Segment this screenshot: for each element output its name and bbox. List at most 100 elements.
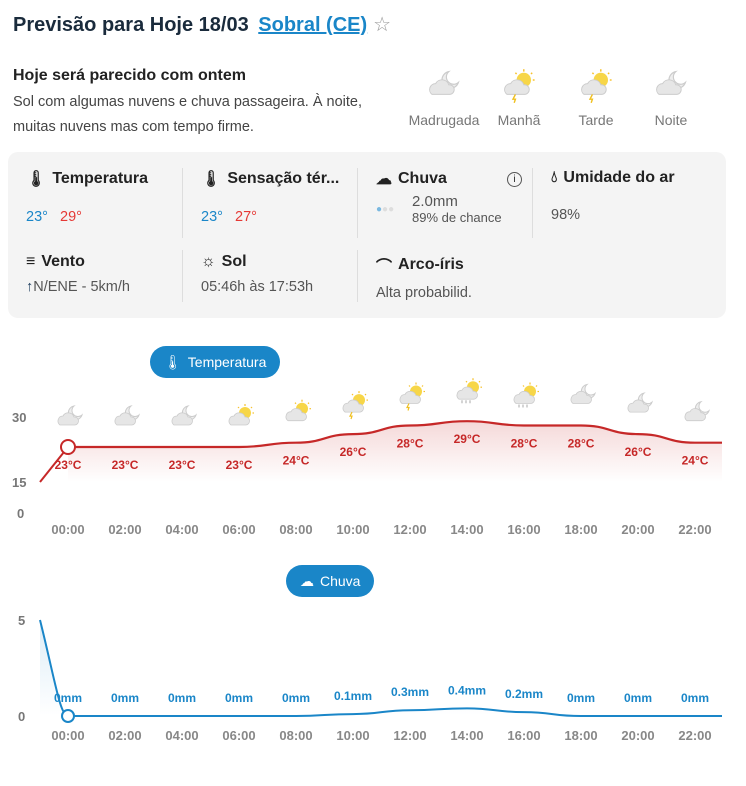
- moon-cloud-icon: [627, 392, 654, 413]
- rain-chance: 89% de chance: [412, 210, 502, 225]
- rain-label: 0.1mm: [334, 689, 372, 703]
- rain-label: 0mm: [54, 691, 82, 705]
- moon-cloud-icon: [57, 405, 84, 426]
- temperature-cell: 🌡︎ Temperatura 23° 29°: [26, 169, 148, 225]
- temperature-label: 29°C: [454, 432, 481, 446]
- moon-cloud-icon: [570, 383, 597, 404]
- x-tick: 22:00: [678, 728, 711, 743]
- sun-cloud-icon: [285, 399, 311, 422]
- x-tick: 10:00: [336, 522, 369, 537]
- rain-area: [40, 620, 722, 716]
- thermometer-feels-icon: 🌡︎: [201, 171, 222, 188]
- temperature-label: 28°C: [568, 437, 595, 451]
- rain-cloud-icon: ☁: [300, 572, 314, 589]
- label: Sol: [221, 253, 247, 270]
- x-tick: 12:00: [393, 522, 426, 537]
- label: Sensação tér...: [227, 170, 340, 187]
- rain-cloud-icon: ☁: [376, 171, 392, 188]
- rainbow-cell: ⌒ Arco-íris Alta probabilid.: [376, 253, 472, 301]
- wind-value: N/ENE - 5km/h: [33, 279, 130, 295]
- temperature-label: 26°C: [340, 445, 367, 459]
- x-tick: 14:00: [450, 522, 483, 537]
- temperature-label: 23°C: [226, 458, 253, 472]
- rain-label: 0.2mm: [505, 687, 543, 701]
- rain-label: 0mm: [225, 691, 253, 705]
- x-tick: 20:00: [621, 728, 654, 743]
- y-tick: 15: [12, 475, 27, 490]
- info-icon[interactable]: i: [507, 171, 522, 187]
- summary-heading: Hoje será parecido com ontem: [13, 67, 246, 84]
- label: Chuva: [398, 170, 447, 187]
- label: Arco-íris: [398, 256, 464, 273]
- feels-min: 23°: [201, 209, 223, 225]
- feels-like-cell: 🌡︎ Sensação tér... 23° 27°: [201, 169, 339, 225]
- moon-cloud-icon: [429, 70, 460, 95]
- temperature-label: 23°C: [169, 458, 196, 472]
- moon-cloud-icon: [656, 70, 687, 95]
- y-tick: 5: [18, 613, 26, 628]
- wind-icon: ≡: [26, 253, 36, 270]
- y-tick: 0: [18, 709, 26, 724]
- period-2: Tarde: [556, 68, 636, 128]
- x-tick: 08:00: [279, 522, 312, 537]
- rain-line: [68, 707, 722, 717]
- details-card: 🌡︎ Temperatura 23° 29° 🌡︎ Sensação tér... …: [8, 152, 726, 318]
- current-hour-marker: [60, 439, 76, 455]
- rain-label: 0.3mm: [391, 685, 429, 699]
- sun-rain-icon: [513, 382, 539, 408]
- x-tick: 12:00: [393, 728, 426, 743]
- sun-storm-icon: [504, 69, 535, 104]
- moon-cloud-icon: [684, 400, 711, 422]
- sun-icon: ☼: [201, 253, 216, 270]
- rain-label: 0mm: [282, 691, 310, 705]
- x-tick: 10:00: [336, 728, 369, 743]
- y-tick: 30: [12, 410, 27, 425]
- page-title: Previsão para Hoje 18/03 Sobral (CE) ☆: [13, 12, 391, 37]
- label: Chuva: [320, 573, 361, 589]
- rain-drops-icon: ●●●: [376, 203, 395, 215]
- period-label: Tarde: [578, 112, 614, 128]
- temperature-label: 26°C: [625, 445, 652, 459]
- rain-label: 0mm: [624, 691, 652, 705]
- temperature-label: 24°C: [283, 454, 310, 468]
- humidity-drop-icon: 💧︎: [551, 169, 558, 186]
- x-tick: 00:00: [51, 522, 84, 537]
- rain-label: 0mm: [111, 691, 139, 705]
- wind-cell: ≡ Vento ↑N/ENE - 5km/h: [26, 253, 130, 295]
- temperature-chart-tab[interactable]: 🌡︎ Temperatura: [150, 346, 281, 378]
- rain-label: 0mm: [681, 691, 709, 705]
- wind-arrow-icon: ↑: [26, 279, 34, 295]
- x-tick: 06:00: [222, 728, 255, 743]
- humidity-value: 98%: [551, 207, 581, 223]
- x-tick: 14:00: [450, 728, 483, 743]
- temperature-label: 28°C: [511, 437, 538, 451]
- sun-storm-icon: [399, 382, 425, 411]
- temperature-area: [68, 421, 722, 482]
- temperature-label: 28°C: [397, 437, 424, 451]
- feels-max: 27°: [235, 209, 257, 225]
- moon-cloud-icon: [114, 405, 141, 426]
- period-label: Madrugada: [408, 112, 480, 128]
- city-link[interactable]: Sobral (CE): [258, 14, 368, 36]
- temperature-line-start: [39, 446, 69, 483]
- thermometer-icon: 🌡︎: [26, 171, 47, 188]
- rain-chart-tab[interactable]: ☁ Chuva: [286, 565, 375, 597]
- label: Umidade do ar: [563, 169, 675, 186]
- period-label: Noite: [654, 112, 688, 128]
- y-tick: 0: [17, 506, 25, 521]
- period-3: Noite: [631, 68, 711, 128]
- x-tick: 02:00: [108, 522, 141, 537]
- temperature-label: 23°C: [112, 458, 139, 472]
- favorite-star-icon[interactable]: ☆: [373, 14, 392, 36]
- x-tick: 00:00: [51, 728, 84, 743]
- label: Temperatura: [187, 354, 267, 370]
- period-0: Madrugada: [404, 68, 484, 128]
- title-text: Previsão para Hoje 18/03: [13, 14, 249, 36]
- temperature-label: 24°C: [682, 454, 709, 468]
- x-tick: 20:00: [621, 522, 654, 537]
- temp-max: 29°: [60, 209, 82, 225]
- x-tick: 16:00: [507, 728, 540, 743]
- sun-cloud-icon: [228, 404, 254, 426]
- rain-cell: ☁ Chuva i ●●● 2.0mm 89% de chance: [376, 169, 522, 225]
- humidity-cell: 💧︎ Umidade do ar 98%: [551, 169, 675, 223]
